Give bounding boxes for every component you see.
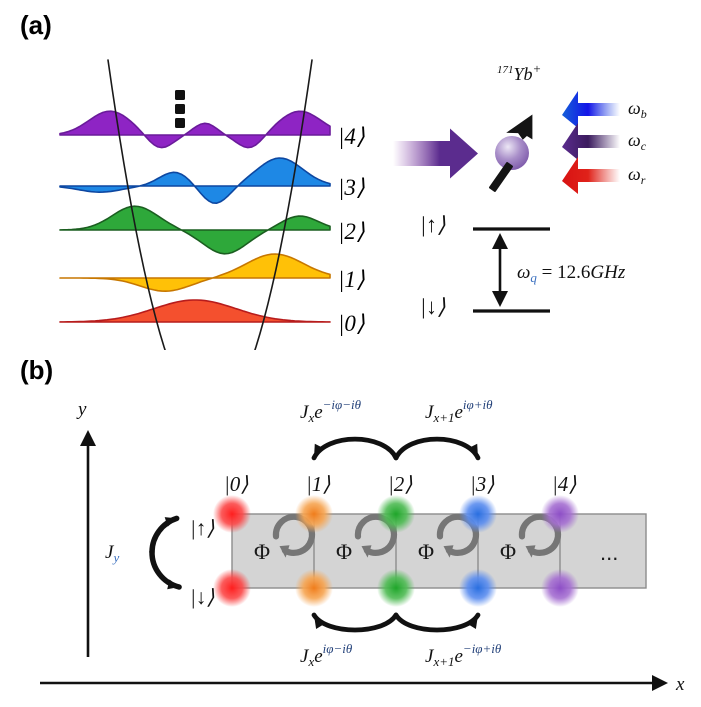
svg-text:|↑⟩: |↑⟩ (420, 212, 446, 237)
svg-text:y: y (76, 399, 87, 420)
svg-text:ωq = 12.6GHz: ωq = 12.6GHz (517, 262, 626, 285)
svg-text:ωb: ωb (628, 98, 647, 121)
svg-text:ωr: ωr (628, 164, 646, 187)
svg-text:|3⟩: |3⟩ (470, 472, 494, 496)
svg-text:Jx+1e−iφ+iθ: Jx+1e−iφ+iθ (425, 641, 502, 669)
svg-text:|1⟩: |1⟩ (306, 472, 330, 496)
svg-text:|↓⟩: |↓⟩ (420, 294, 446, 319)
svg-text:Jxe−iφ−iθ: Jxe−iφ−iθ (300, 397, 362, 425)
svg-text:171Yb+: 171Yb+ (497, 61, 541, 84)
svg-text:Jy: Jy (105, 542, 119, 565)
svg-text:Φ: Φ (418, 539, 434, 564)
svg-text:ωc: ωc (628, 130, 647, 153)
svg-text:Φ: Φ (500, 539, 516, 564)
svg-text:|↑⟩: |↑⟩ (190, 516, 214, 540)
svg-text:|2⟩: |2⟩ (388, 472, 412, 496)
svg-text:x: x (675, 674, 685, 695)
svg-text:|4⟩: |4⟩ (552, 472, 576, 496)
svg-text:Φ: Φ (336, 539, 352, 564)
svg-text:Jx+1eiφ+iθ: Jx+1eiφ+iθ (425, 397, 493, 425)
svg-text:Φ: Φ (254, 539, 270, 564)
svg-text:|↓⟩: |↓⟩ (190, 585, 214, 609)
svg-text:|0⟩: |0⟩ (224, 472, 248, 496)
svg-text:...: ... (600, 540, 618, 565)
svg-text:Jxeiφ−iθ: Jxeiφ−iθ (300, 641, 353, 669)
